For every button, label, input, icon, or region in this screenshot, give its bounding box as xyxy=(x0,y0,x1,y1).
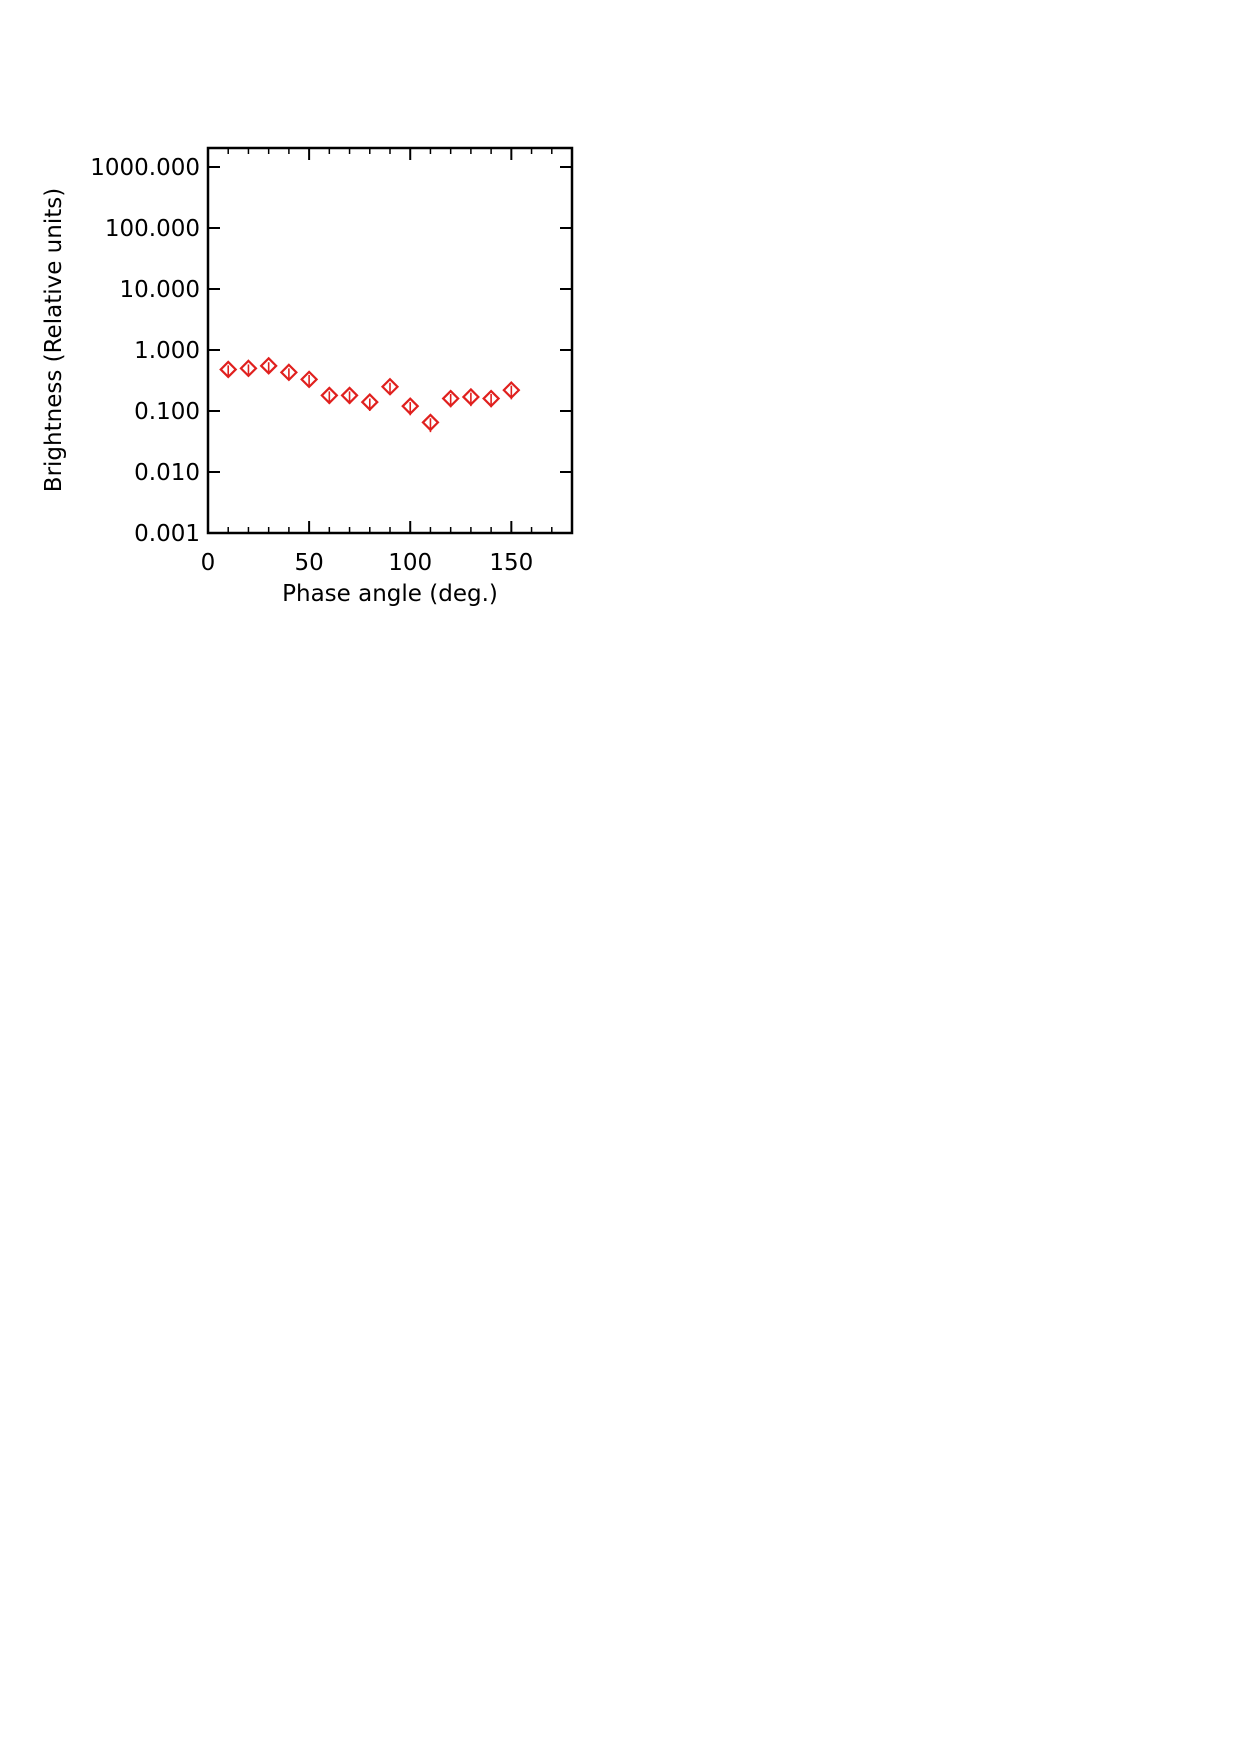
y-tick-label: 10.000 xyxy=(120,277,200,303)
plot-frame xyxy=(206,146,574,535)
data-point xyxy=(259,356,278,375)
data-point xyxy=(482,389,501,408)
y-axis-ticks xyxy=(208,166,572,534)
data-point xyxy=(380,377,400,396)
y-tick-label: 100.000 xyxy=(105,216,200,242)
data-point xyxy=(401,397,420,416)
data-point xyxy=(320,386,339,405)
data-point xyxy=(502,381,521,400)
x-axis-label: Phase angle (deg.) xyxy=(282,581,498,607)
data-point xyxy=(360,393,379,412)
data-point xyxy=(461,387,480,406)
data-point xyxy=(300,370,319,389)
data-point xyxy=(239,359,258,378)
y-tick-label: 0.100 xyxy=(134,399,200,425)
x-axis-tick-labels: 0 50 100 150 xyxy=(201,550,534,576)
x-tick-label: 100 xyxy=(388,550,432,576)
data-point xyxy=(441,389,460,408)
data-point xyxy=(219,360,238,379)
x-tick-label: 150 xyxy=(489,550,533,576)
y-tick-label: 0.010 xyxy=(134,460,200,486)
y-tick-label: 1000.000 xyxy=(90,155,200,181)
y-axis-label: Brightness (Relative units) xyxy=(41,188,67,492)
data-points xyxy=(219,356,521,433)
data-point xyxy=(421,413,440,432)
y-axis-tick-labels: 0.001 0.010 0.100 1.000 10.000 100.000 1000.00… xyxy=(90,155,200,547)
y-tick-label: 0.001 xyxy=(134,521,200,547)
data-point xyxy=(340,386,359,405)
data-point xyxy=(279,363,298,382)
x-axis-ticks xyxy=(207,148,553,533)
x-tick-label: 50 xyxy=(294,550,323,576)
x-tick-label: 0 xyxy=(201,550,216,576)
y-tick-label: 1.000 xyxy=(134,338,200,364)
